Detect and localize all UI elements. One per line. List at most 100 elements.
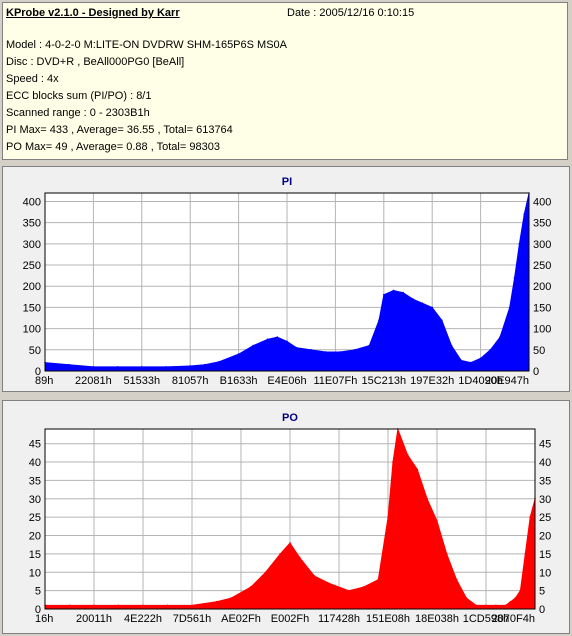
- po-data-point: [392, 461, 394, 463]
- po-plot-border: [44, 428, 536, 610]
- pi-ytick-right: 300: [533, 239, 551, 251]
- po-ytick-right: 35: [539, 475, 551, 487]
- po-data-point: [68, 604, 71, 607]
- pi-ytick-right: 400: [533, 196, 551, 208]
- pi-data-point: [508, 306, 511, 309]
- po-stats-line: PO Max= 49 , Average= 0.88 , Total= 9830…: [6, 141, 220, 153]
- pi-data-point: [92, 365, 95, 368]
- pi-ytick-left: 350: [23, 218, 41, 230]
- po-data-point: [348, 589, 350, 592]
- po-xtick: 117428h: [318, 613, 360, 625]
- po-data-point: [416, 468, 419, 471]
- pi-xtick: 1D4090h: [458, 375, 503, 387]
- po-ytick-right: 25: [539, 512, 551, 524]
- range-line: Scanned range : 0 - 2303B1h: [6, 107, 150, 119]
- pi-data-point: [266, 338, 269, 341]
- speed-line: Speed : 4x: [6, 73, 59, 85]
- po-ytick-right: 40: [539, 457, 551, 469]
- po-chart: PO 0 0 5 5 10 10 15 15 20 20 25 25 30 30 35 35 40 40 45 45 16…: [29, 412, 552, 625]
- po-data-point: [524, 553, 526, 555]
- po-ytick-left: 45: [29, 439, 41, 451]
- pi-xtick: 51533h: [123, 375, 160, 387]
- pi-xtick: 11E07Fh: [313, 375, 357, 387]
- pi-plot-border: [44, 192, 530, 372]
- pi-data-point: [383, 293, 385, 296]
- pi-data-point: [203, 363, 206, 366]
- pi-data-point: [237, 353, 240, 355]
- po-chart-panel: PO 0 0 5 5 10 10 15 15 20 20 25 25 30 30 35 35 40 40 45 45 16…: [2, 400, 570, 634]
- pi-xtick: E4E06h: [267, 375, 306, 387]
- pi-ytick-right: 150: [533, 302, 551, 314]
- po-xtick: 7D561h: [173, 613, 212, 625]
- po-ytick-left: 30: [29, 494, 41, 506]
- pi-data-point: [218, 360, 221, 363]
- po-ytick-left: 35: [29, 475, 41, 487]
- pi-xtick: B1633h: [220, 375, 258, 387]
- pi-data-point: [165, 365, 167, 368]
- pi-ytick-left: 300: [23, 239, 41, 251]
- pi-data-point: [286, 340, 288, 343]
- po-data-point: [426, 497, 429, 500]
- pi-data-point: [116, 365, 119, 368]
- po-xtick: 16h: [35, 613, 53, 625]
- pi-ytick-left: 0: [35, 366, 41, 378]
- pi-xtick: 89h: [35, 375, 53, 387]
- po-data-point: [215, 600, 218, 603]
- po-data-point: [289, 542, 291, 544]
- po-data-point: [455, 578, 458, 581]
- pi-xtick: 15C213h: [361, 375, 406, 387]
- pi-ytick-left: 400: [23, 196, 41, 208]
- pi-data-point: [310, 349, 313, 351]
- po-data-point: [485, 604, 487, 607]
- pi-xtick: 197E32h: [410, 375, 454, 387]
- pi-xtick: 22081h: [75, 375, 112, 387]
- po-data-point: [509, 600, 512, 603]
- po-data-point: [362, 586, 365, 588]
- pi-data-point: [470, 361, 472, 364]
- po-data-point: [328, 582, 331, 585]
- pi-data-point: [68, 363, 70, 366]
- po-xtick: AE02Fh: [221, 613, 261, 625]
- pi-chart-title: PI: [282, 176, 292, 188]
- pi-data-point: [489, 349, 492, 351]
- pi-data-point: [431, 306, 434, 309]
- po-xtick: 151E08h: [366, 613, 410, 625]
- pi-data-point: [402, 291, 404, 294]
- po-series-area: [44, 427, 536, 610]
- pi-ytick-right: 100: [533, 324, 551, 336]
- pi-data-point: [518, 243, 521, 245]
- po-data-point: [495, 604, 497, 607]
- po-ytick-right: 15: [539, 549, 551, 561]
- po-ytick-left: 40: [29, 457, 41, 469]
- pi-ytick-left: 100: [23, 324, 41, 336]
- pi-data-point: [460, 359, 463, 362]
- po-data-point: [250, 586, 252, 588]
- po-data-point: [117, 604, 120, 607]
- po-data-point: [529, 516, 531, 518]
- pi-ytick-right: 50: [533, 345, 545, 357]
- pi-data-point: [189, 365, 191, 367]
- po-xtick: 4E222h: [124, 613, 162, 625]
- po-ytick-left: 5: [35, 586, 41, 598]
- pi-stats-line: PI Max= 433 , Average= 36.55 , Total= 61…: [6, 124, 233, 136]
- po-data-point: [519, 589, 522, 592]
- pi-data-point: [141, 365, 143, 368]
- pi-data-point: [499, 336, 501, 338]
- pi-data-point: [378, 319, 380, 321]
- pi-ytick-right: 250: [533, 260, 551, 272]
- pi-xtick: 20E947h: [485, 375, 529, 387]
- pi-data-point: [353, 349, 356, 351]
- po-ytick-left: 0: [35, 604, 41, 616]
- pi-ytick-left: 50: [29, 345, 41, 357]
- po-ytick-right: 5: [539, 586, 545, 598]
- po-ytick-left: 15: [29, 549, 41, 561]
- po-data-point: [191, 604, 193, 607]
- po-data-point: [264, 571, 267, 574]
- po-data-point: [166, 604, 169, 607]
- po-data-point: [504, 604, 507, 607]
- pi-chart-panel: PI 0 0 50 50 100 100 150 150 200 200 250 250 300 300 35…: [2, 166, 570, 392]
- info-panel: KProbe v2.1.0 - Designed by Karr Date : …: [2, 2, 568, 160]
- pi-data-point: [276, 336, 279, 338]
- pi-ytick-left: 150: [23, 302, 41, 314]
- scan-date: Date : 2005/12/16 0:10:15: [287, 7, 415, 19]
